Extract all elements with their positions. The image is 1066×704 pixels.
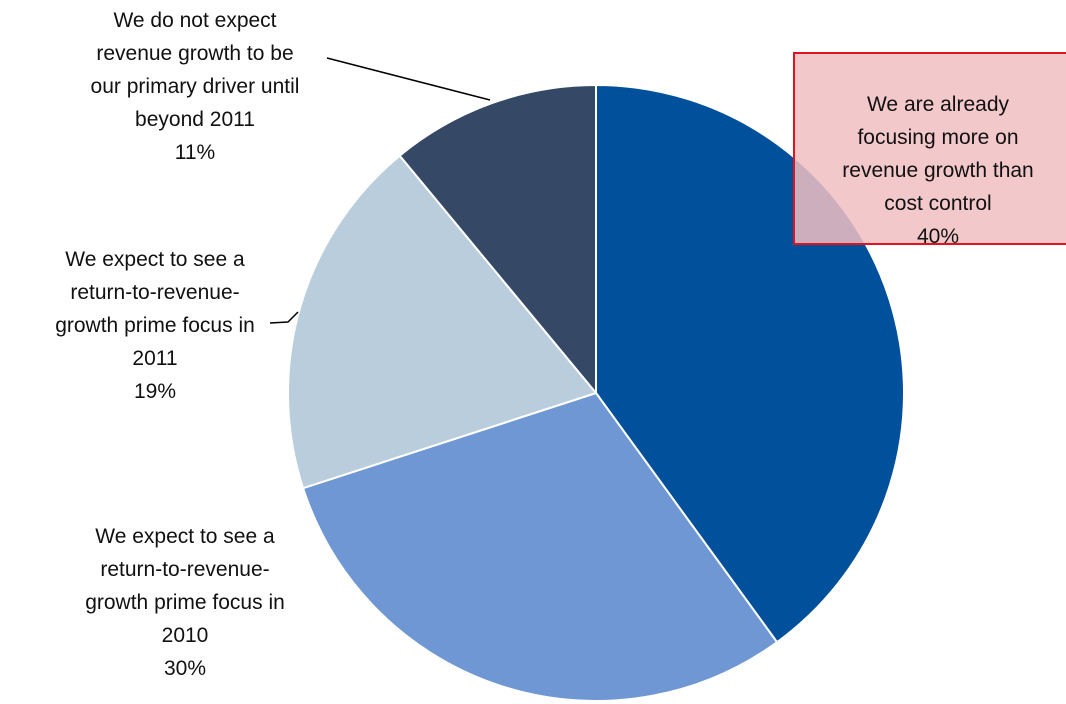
leader-line [326, 57, 491, 101]
label-value: 19% [133, 380, 177, 403]
leader-line [269, 311, 299, 324]
label-value: 30% [163, 657, 207, 680]
label-text: We are already focusing more on revenue … [842, 93, 1034, 215]
slice-label: We expect to see a return-to-revenue- gr… [15, 520, 355, 685]
label-text: We do not expect revenue growth to be ou… [90, 9, 300, 131]
label-value: 40% [916, 225, 960, 245]
label-text: We expect to see a return-to-revenue- gr… [55, 248, 255, 370]
pie-slice [398, 83, 597, 396]
slice-label: We do not expect revenue growth to be ou… [25, 4, 365, 169]
highlight-box: We are already focusing more on revenue … [793, 52, 1066, 245]
label-text: We expect to see a return-to-revenue- gr… [85, 525, 285, 647]
pie-slice [287, 154, 598, 490]
pie-slice [301, 391, 779, 702]
slice-label: We are already focusing more on revenue … [795, 88, 1066, 245]
slice-label: We expect to see a return-to-revenue- gr… [0, 243, 325, 408]
label-value: 11% [174, 141, 216, 164]
